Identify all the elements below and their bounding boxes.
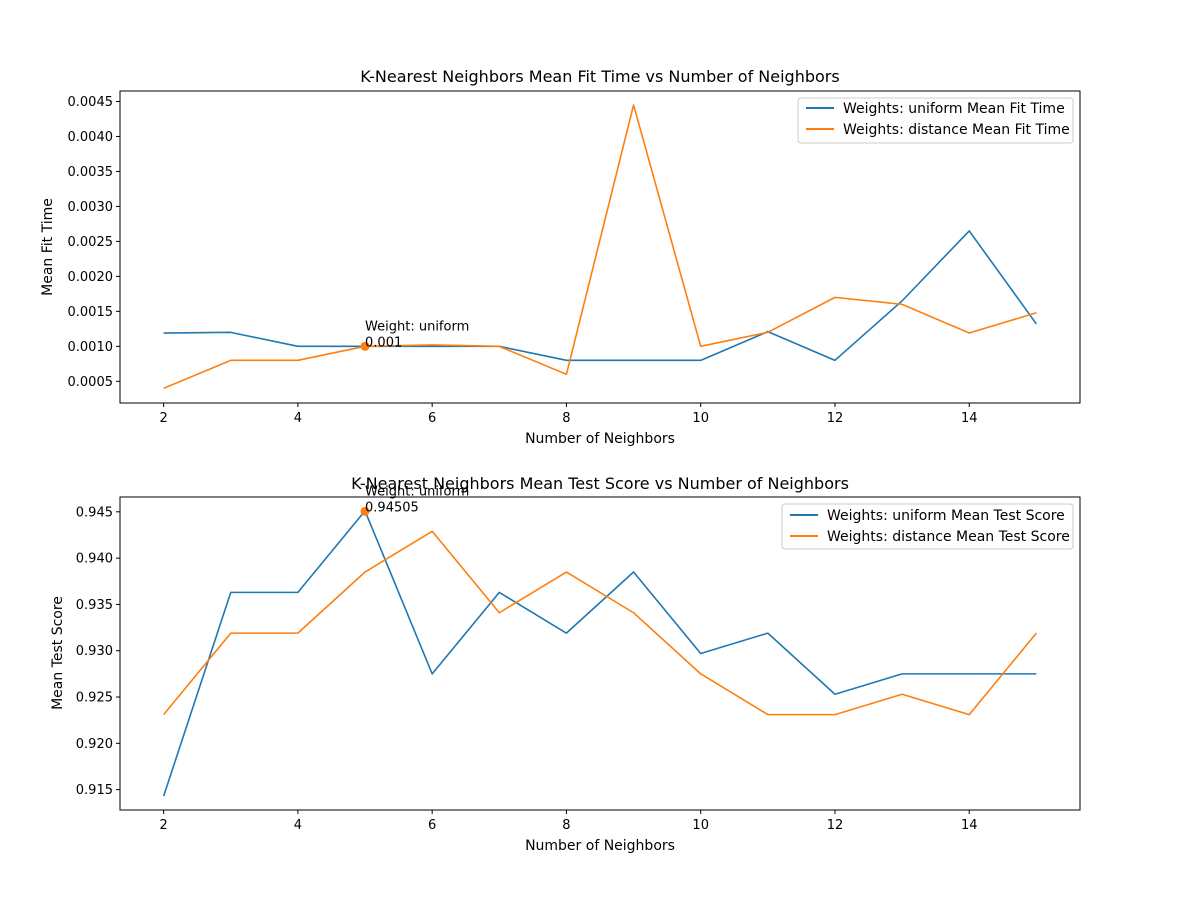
test-score-x-tick-label-4: 4 xyxy=(294,818,302,833)
test-score-y-axis-label: Mean Test Score xyxy=(50,596,66,710)
test-score-annotation: Weight: uniform 0.94505 xyxy=(360,484,469,516)
fit-time-y-tick-label-0.0030: 0.0030 xyxy=(68,200,114,215)
test-score-x-tick-label-8: 8 xyxy=(562,818,570,833)
fit-time-series-line-distance xyxy=(163,104,1037,390)
fit-time-y-tick-label-0.0015: 0.0015 xyxy=(68,305,114,320)
test-score-ticks: 2 4 6 8 10 12 14 0.915 0.920 0.925 0.930 0.935 0.940… xyxy=(76,505,978,833)
fit-time-y-tick-label-0.0010: 0.0010 xyxy=(68,340,114,355)
test-score-series-line-distance xyxy=(163,530,1037,716)
test-score-x-tick-label-6: 6 xyxy=(428,818,436,833)
fit-time-y-tick-label-0.0045: 0.0045 xyxy=(68,95,114,110)
fit-time-legend-box xyxy=(797,97,1074,144)
fit-time-x-tick-label-4: 4 xyxy=(294,411,302,426)
test-score-x-tick-label-10: 10 xyxy=(692,818,709,833)
test-score-y-tick-label-0.915: 0.915 xyxy=(76,783,113,798)
test-score-y-tick-label-0.940: 0.940 xyxy=(76,552,113,567)
fit-time-chart-title: K-Nearest Neighbors Mean Fit Time vs Num… xyxy=(360,67,839,86)
fit-time-annotation: Weight: uniform 0.001 xyxy=(360,319,469,351)
fit-time-chart: K-Nearest Neighbors Mean Fit Time vs Num… xyxy=(40,67,1081,447)
test-score-series-lines xyxy=(162,510,1037,797)
fit-time-ticks: 2 4 6 8 10 12 14 0.0005 0.0010 0.0015 0.0020 0.0025… xyxy=(68,95,978,426)
fit-time-x-tick-label-2: 2 xyxy=(159,411,167,426)
test-score-x-axis-label: Number of Neighbors xyxy=(525,838,675,854)
test-score-y-tick-label-0.945: 0.945 xyxy=(76,505,113,520)
test-score-legend-box xyxy=(781,503,1074,550)
test-score-legend: Weights: uniform Mean Test Score Weights… xyxy=(781,503,1074,550)
fit-time-y-tick-label-0.0005: 0.0005 xyxy=(68,375,114,390)
test-score-y-tick-label-0.925: 0.925 xyxy=(76,691,113,706)
test-score-legend-label-uniform: Weights: uniform Mean Test Score xyxy=(827,508,1065,524)
fit-time-annotation-value: 0.001 xyxy=(365,335,402,350)
fit-time-x-tick-label-12: 12 xyxy=(827,411,844,426)
test-score-x-tick-label-14: 14 xyxy=(961,818,978,833)
fit-time-x-axis-label: Number of Neighbors xyxy=(525,431,675,447)
test-score-chart-title: K-Nearest Neighbors Mean Test Score vs N… xyxy=(351,474,849,493)
fit-time-y-axis-label: Mean Fit Time xyxy=(40,198,56,296)
fit-time-x-tick-label-8: 8 xyxy=(562,411,570,426)
fit-time-x-tick-label-14: 14 xyxy=(961,411,978,426)
test-score-annotation-label: Weight: uniform xyxy=(365,484,469,499)
test-score-y-tick-label-0.935: 0.935 xyxy=(76,598,113,613)
fit-time-y-tick-label-0.0025: 0.0025 xyxy=(68,235,114,250)
test-score-chart: K-Nearest Neighbors Mean Test Score vs N… xyxy=(50,474,1081,854)
fit-time-legend: Weights: uniform Mean Fit Time Weights: … xyxy=(797,97,1074,144)
fit-time-legend-label-distance: Weights: distance Mean Fit Time xyxy=(843,122,1070,138)
fit-time-plot-frame xyxy=(119,90,1081,404)
test-score-legend-label-distance: Weights: distance Mean Test Score xyxy=(827,529,1070,545)
fit-time-series-lines xyxy=(163,104,1038,390)
fit-time-series-line-uniform xyxy=(163,230,1038,362)
fit-time-x-tick-label-10: 10 xyxy=(692,411,709,426)
fit-time-y-tick-label-0.0035: 0.0035 xyxy=(68,165,114,180)
test-score-x-tick-label-12: 12 xyxy=(827,818,844,833)
test-score-annotation-marker xyxy=(360,506,370,516)
test-score-series-line-uniform xyxy=(162,510,1037,797)
fit-time-y-tick-label-0.0020: 0.0020 xyxy=(68,270,114,285)
test-score-y-tick-label-0.920: 0.920 xyxy=(76,737,113,752)
test-score-annotation-value: 0.94505 xyxy=(365,500,419,515)
test-score-y-tick-label-0.930: 0.930 xyxy=(76,644,113,659)
fit-time-y-tick-label-0.0040: 0.0040 xyxy=(68,130,114,145)
fit-time-x-tick-label-6: 6 xyxy=(428,411,436,426)
fit-time-annotation-marker xyxy=(360,341,370,351)
test-score-x-tick-label-2: 2 xyxy=(159,818,167,833)
test-score-plot-frame xyxy=(119,496,1081,811)
fit-time-annotation-label: Weight: uniform xyxy=(365,319,469,334)
fit-time-legend-label-uniform: Weights: uniform Mean Fit Time xyxy=(843,101,1065,117)
